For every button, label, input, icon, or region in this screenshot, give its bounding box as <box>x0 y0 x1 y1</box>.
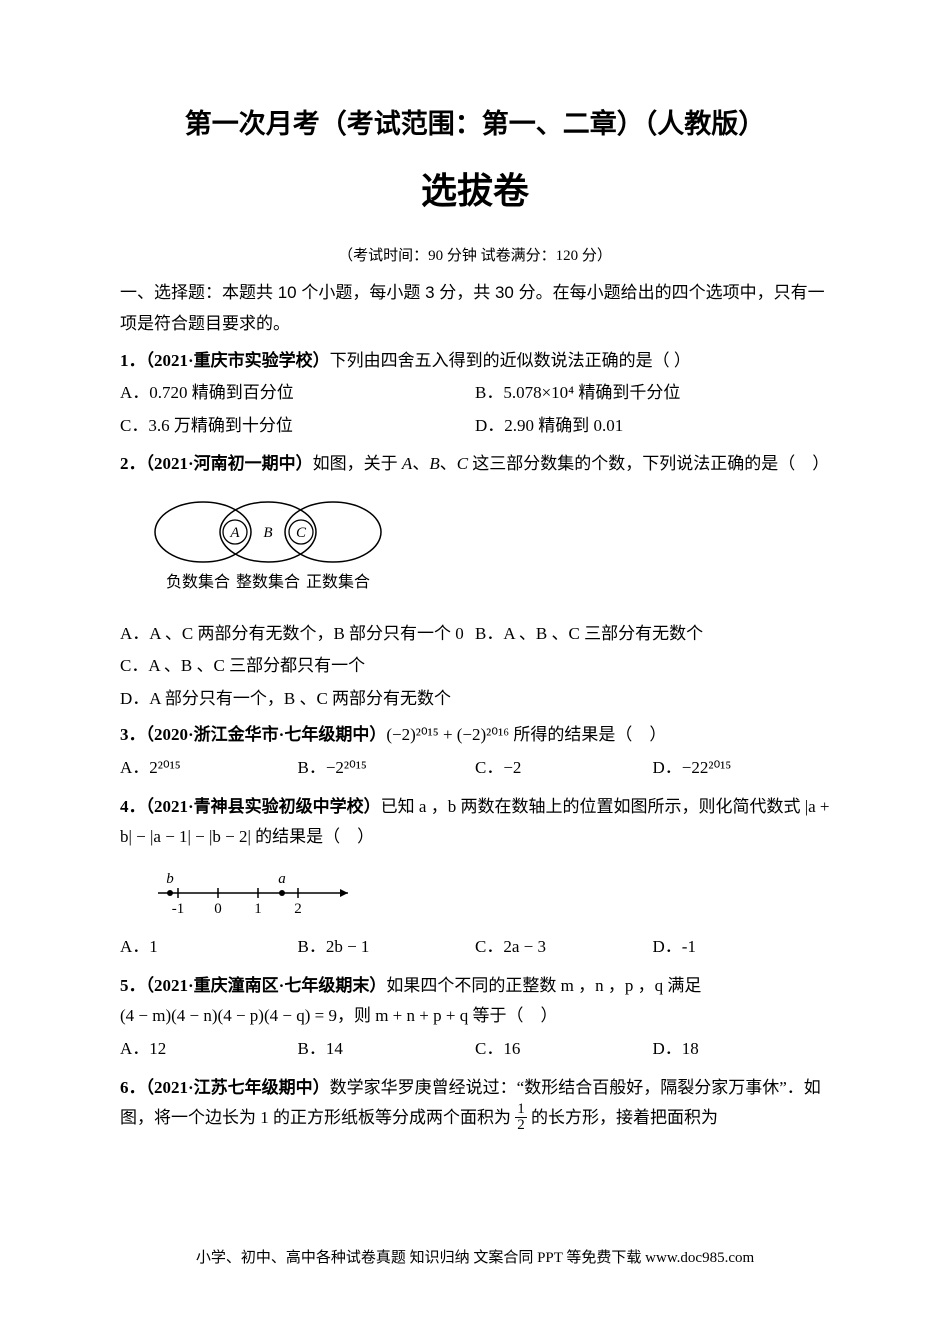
q5-text-a: 如果四个不同的正整数 m ，n ，p ，q 满足 <box>386 976 701 995</box>
q1-text: 下列由四舍五入得到的近似数说法正确的是（ ） <box>330 351 691 370</box>
svg-text:b: b <box>166 871 174 887</box>
q2-text-d: 这三部分数集的个数，下列说法正确的是（ ） <box>468 454 829 473</box>
q2-text-b: 、 <box>412 454 429 473</box>
svg-text:a: a <box>278 871 286 887</box>
question-5: 5．（2021·重庆潼南区·七年级期末）如果四个不同的正整数 m ，n ，p ，… <box>120 971 830 1067</box>
venn-b-label: B <box>263 525 272 541</box>
q1-opt-d: D．2.90 精确到 0.01 <box>475 411 830 442</box>
q4-text-b: 的结果是（ ） <box>251 827 374 846</box>
venn-c-label: C <box>296 525 307 541</box>
q5-opt-a: A．12 <box>120 1034 298 1065</box>
q4-num: 4． <box>120 797 146 816</box>
q3-num: 3． <box>120 725 146 744</box>
svg-text:1: 1 <box>254 901 262 917</box>
q4-opt-a: A．1 <box>120 932 298 963</box>
q2-opt-d: D．A 部分只有一个，B 、C 两部分有无数个 <box>120 684 830 715</box>
q5-expr: (4 − m)(4 − n)(4 − p)(4 − q) = 9 <box>120 1006 337 1025</box>
q1-source: （2021·重庆市实验学校） <box>146 351 330 370</box>
q2-source: （2021·河南初一期中） <box>146 454 313 473</box>
number-line: -1 0 1 2 b a <box>148 863 830 929</box>
q1-num: 1． <box>120 351 146 370</box>
venn-neg-label: 负数集合 <box>166 573 230 591</box>
svg-text:2: 2 <box>294 901 302 917</box>
section-1-head: 一、选择题：本题共 10 个小题，每小题 3 分，共 30 分。在每小题给出的四… <box>120 278 830 339</box>
venn-int-label: 整数集合 <box>236 573 300 591</box>
q4-opt-d: D．-1 <box>653 932 831 963</box>
svg-text:-1: -1 <box>172 901 185 917</box>
q1-opt-b: B．5.078×10⁴ 精确到千分位 <box>475 378 830 409</box>
venn-diagram: A B C 负数集合 整数集合 正数集合 <box>148 492 830 613</box>
question-1: 1．（2021·重庆市实验学校）下列由四舍五入得到的近似数说法正确的是（ ） A… <box>120 346 830 444</box>
q5-opt-d: D．18 <box>653 1034 831 1065</box>
q6-num: 6． <box>120 1078 146 1097</box>
q2-text-c: 、 <box>440 454 457 473</box>
q1-opt-a: A．0.720 精确到百分位 <box>120 378 475 409</box>
q5-text-b: ，则 m + n + p + q 等于（ ） <box>337 1006 558 1025</box>
q3-opt-c: C．−2 <box>475 753 653 784</box>
q2-opt-a: A．A 、C 两部分有无数个，B 部分只有一个 0 <box>120 619 475 650</box>
q5-num: 5． <box>120 976 146 995</box>
q3-opt-a: A．2²⁰¹⁵ <box>120 753 298 784</box>
venn-a-label: A <box>229 525 240 541</box>
q2-opt-c: C．A 、B 、C 三部分都只有一个 <box>120 651 475 682</box>
q2-num: 2． <box>120 454 146 473</box>
q5-opt-b: B．14 <box>298 1034 476 1065</box>
q3-text: (−2)²⁰¹⁵ + (−2)²⁰¹⁶ 所得的结果是（ ） <box>386 725 666 744</box>
q6-source: （2021·江苏七年级期中） <box>146 1078 330 1097</box>
q3-source: （2020·浙江金华市·七年级期中） <box>146 725 387 744</box>
question-4: 4．（2021·青神县实验初级中学校）已知 a ，b 两数在数轴上的位置如图所示… <box>120 792 830 965</box>
title-sub: 选拔卷 <box>120 159 830 224</box>
q3-opt-d: D．−22²⁰¹⁵ <box>653 753 831 784</box>
question-3: 3．（2020·浙江金华市·七年级期中）(−2)²⁰¹⁵ + (−2)²⁰¹⁶ … <box>120 720 830 785</box>
q4-opt-c: C．2a − 3 <box>475 932 653 963</box>
q2-opt-b: B．A 、B 、C 三部分有无数个 <box>475 619 830 650</box>
q3-opt-b: B．−2²⁰¹⁵ <box>298 753 476 784</box>
q5-opt-c: C．16 <box>475 1034 653 1065</box>
fraction-half: 12 <box>515 1102 527 1133</box>
q6-text-b: 的长方形，接着把面积为 <box>527 1108 718 1127</box>
question-6: 6．（2021·江苏七年级期中）数学家华罗庚曾经说过：“数形结合百般好，隔裂分家… <box>120 1073 830 1135</box>
q1-opt-c: C．3.6 万精确到十分位 <box>120 411 475 442</box>
svg-text:0: 0 <box>214 901 222 917</box>
q2-text-a: 如图，关于 <box>313 454 402 473</box>
q4-source: （2021·青神县实验初级中学校） <box>146 797 381 816</box>
page-footer: 小学、初中、高中各种试卷真题 知识归纳 文案合同 PPT 等免费下载 www.d… <box>120 1245 830 1272</box>
q4-text-a: 已知 a ，b 两数在数轴上的位置如图所示，则化简代数式 <box>381 797 805 816</box>
question-2: 2．（2021·河南初一期中）如图，关于 A 、 B 、 C 这三部分数集的个数，下列说… <box>120 449 830 714</box>
exam-info: （考试时间：90 分钟 试卷满分：120 分） <box>120 243 830 270</box>
venn-pos-label: 正数集合 <box>306 573 370 591</box>
q4-opt-b: B．2b − 1 <box>298 932 476 963</box>
q5-source: （2021·重庆潼南区·七年级期末） <box>146 976 387 995</box>
title-main: 第一次月考（考试范围：第一、二章）（人教版） <box>120 100 830 149</box>
